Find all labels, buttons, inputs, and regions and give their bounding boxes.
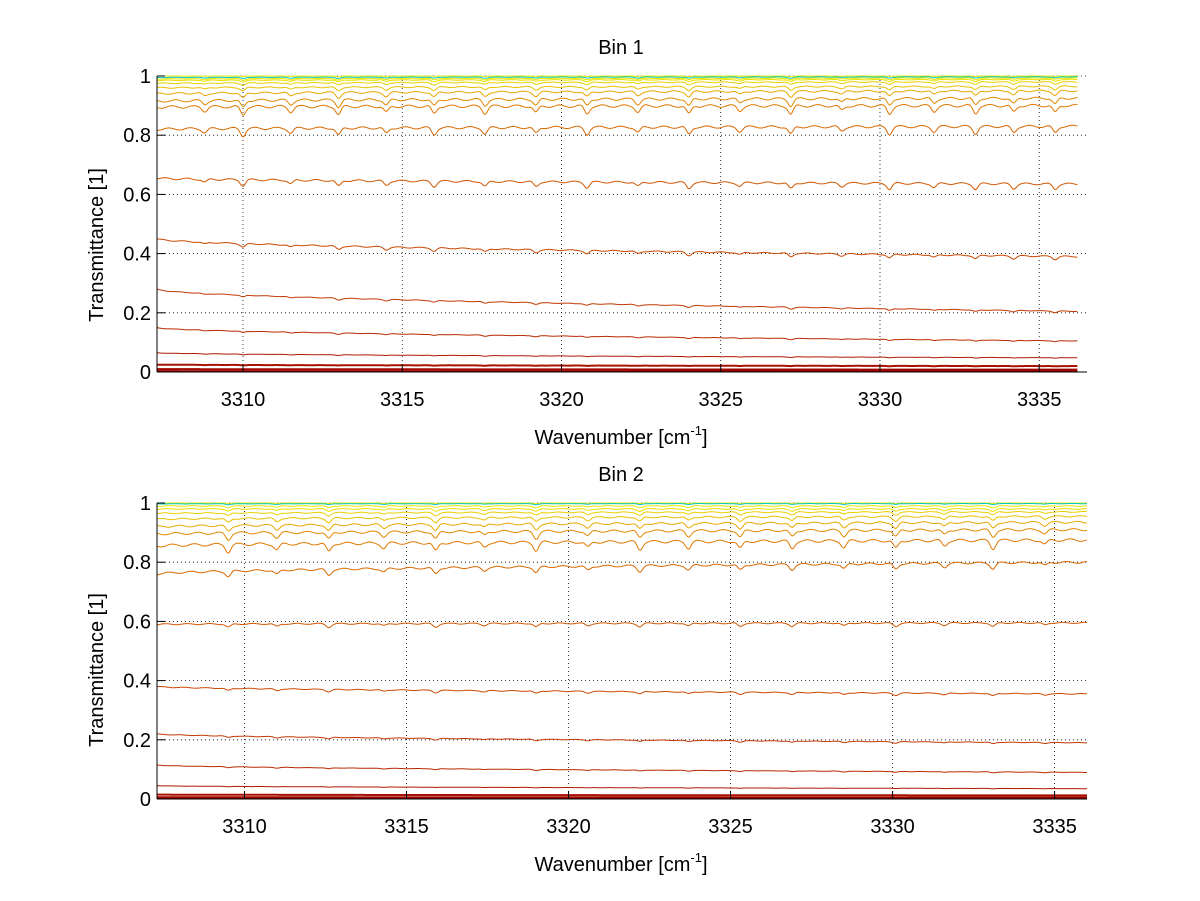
series-line-curve-1 xyxy=(157,502,1087,505)
y-tick-label: 0 xyxy=(140,789,151,811)
series-line-curve-8 xyxy=(156,528,1088,541)
x-axis-label: Wavenumber [cm-1] xyxy=(534,850,707,876)
series-line-curve-3 xyxy=(157,77,1078,81)
y-tick-label: 1 xyxy=(140,493,151,515)
series-line-curve-10 xyxy=(157,124,1078,138)
chart-title: Bin 2 xyxy=(598,464,644,486)
series-line-curve-2 xyxy=(156,502,1087,506)
series-line-curve-4 xyxy=(157,508,1087,513)
series-line-curve-10 xyxy=(156,560,1088,578)
x-tick-label: 3325 xyxy=(698,389,743,411)
series-line-curve-16 xyxy=(156,363,1078,368)
y-tick-label: 0.2 xyxy=(123,303,151,325)
y-tick-label: 0.2 xyxy=(123,730,151,752)
y-axis-label: Transmittance [1] xyxy=(86,168,108,322)
series-line-curve-8 xyxy=(156,96,1078,109)
series-line-curve-6 xyxy=(156,515,1088,524)
y-tick-label: 0.6 xyxy=(123,611,151,633)
subplot-bin-2: Bin 2 Transmittance [1] Wavenumber [cm-1… xyxy=(86,464,1088,876)
series-line-curve-13 xyxy=(156,288,1078,314)
x-tick-label: 3310 xyxy=(221,389,266,411)
x-tick-label: 3330 xyxy=(858,389,903,411)
x-tick-label: 3320 xyxy=(546,816,591,838)
y-tick-label: 0 xyxy=(140,362,151,384)
x-tick-label: 3310 xyxy=(222,816,267,838)
x-tick-label: 3335 xyxy=(1032,816,1077,838)
x-tick-label: 3330 xyxy=(870,816,915,838)
y-tick-label: 0.4 xyxy=(123,244,151,266)
x-tick-label: 3315 xyxy=(380,389,425,411)
y-tick-label: 1 xyxy=(140,66,151,88)
series-line-curve-16 xyxy=(157,793,1087,797)
y-axis-label: Transmittance [1] xyxy=(86,593,108,747)
x-tick-label: 3325 xyxy=(708,816,753,838)
series-line-curve-9 xyxy=(156,103,1078,116)
series-line-curve-13 xyxy=(156,733,1087,744)
series-line-curve-14 xyxy=(156,764,1087,774)
series-line-curve-9 xyxy=(156,538,1088,554)
series-line-curve-7 xyxy=(156,89,1078,99)
series-line-curve-17 xyxy=(156,368,1078,371)
x-tick-label: 3315 xyxy=(384,816,429,838)
series-line-curve-2 xyxy=(156,76,1078,80)
series-line-curve-12 xyxy=(157,686,1088,697)
y-tick-label: 0.8 xyxy=(123,552,151,574)
series-line-curve-3 xyxy=(156,505,1088,509)
series-line-curve-11 xyxy=(156,621,1087,629)
series-line-curve-5 xyxy=(156,510,1088,517)
chart-title: Bin 1 xyxy=(598,37,644,59)
series-line-curve-7 xyxy=(156,520,1088,532)
y-tick-label: 0.6 xyxy=(123,184,151,206)
series-line-curve-15 xyxy=(156,352,1078,359)
series-line-curve-11 xyxy=(156,177,1078,191)
series-line-curve-6 xyxy=(156,85,1078,92)
x-tick-label: 3320 xyxy=(539,389,584,411)
x-tick-label: 3335 xyxy=(1017,389,1062,411)
y-tick-label: 0.8 xyxy=(123,125,151,147)
series-line-curve-15 xyxy=(156,785,1088,790)
series-line-curve-14 xyxy=(156,326,1078,343)
series-line-curve-12 xyxy=(156,238,1078,261)
series-line-curve-1 xyxy=(157,75,1078,78)
series-line-curve-5 xyxy=(156,81,1078,87)
series-line-curve-4 xyxy=(157,78,1078,83)
x-axis-label: Wavenumber [cm-1] xyxy=(534,423,707,449)
subplot-bin-1: Bin 1 Transmittance [1] Wavenumber [cm-1… xyxy=(86,37,1087,449)
y-tick-label: 0.4 xyxy=(123,671,151,693)
